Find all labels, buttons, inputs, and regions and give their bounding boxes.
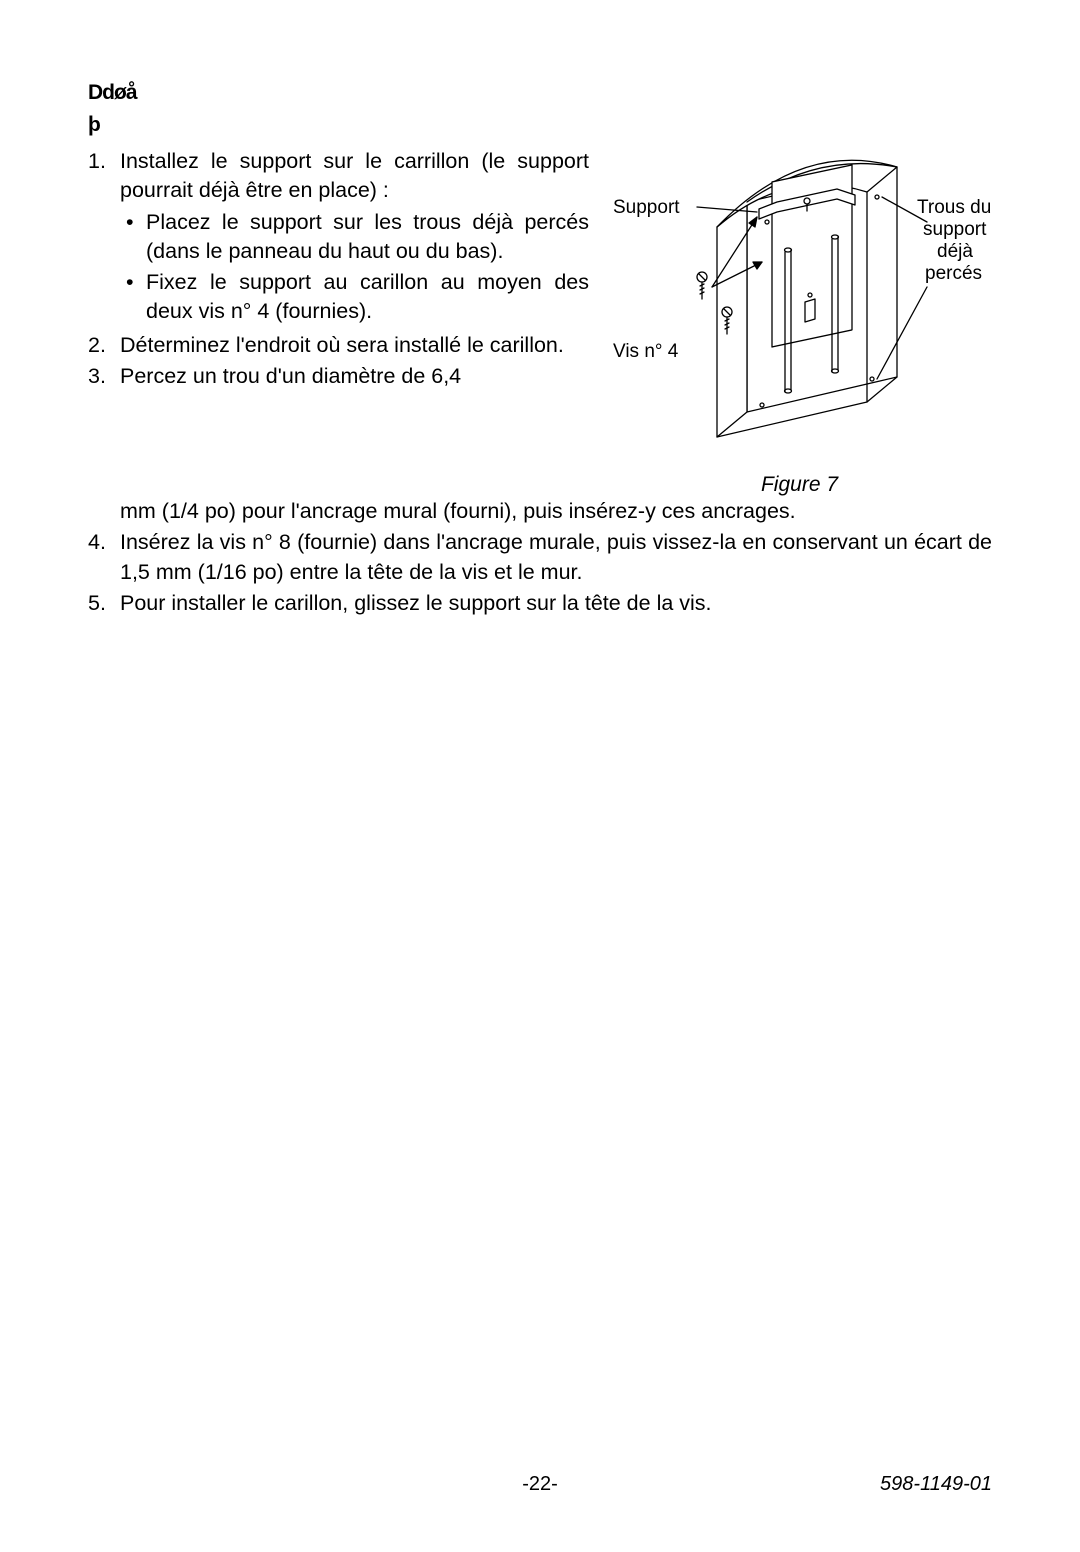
list-item: 1. Installez le support sur le carrillon… bbox=[88, 147, 589, 328]
list-item: 5. Pour installer le carillon, glissez l… bbox=[88, 589, 992, 618]
instruction-list-upper: 1. Installez le support sur le carrillon… bbox=[88, 147, 589, 391]
list-text: Déterminez l'endroit où sera instal­lé l… bbox=[120, 331, 589, 360]
page: Ddøå þ 1. Installez le support sur le ca… bbox=[0, 0, 1080, 1552]
list-number: 2. bbox=[88, 331, 120, 360]
figure-label-screw: Vis n° 4 bbox=[613, 341, 679, 362]
sub-item: • Fixez le support au carillon au moyen … bbox=[120, 268, 589, 326]
list-number: 5. bbox=[88, 589, 120, 618]
list-text: mm (1/4 po) pour l'ancrage mural (fourni… bbox=[120, 497, 992, 526]
page-number: -22- bbox=[522, 1473, 558, 1496]
content-row: 1. Installez le support sur le carrillon… bbox=[88, 147, 992, 497]
list-item: 2. Déterminez l'endroit où sera instal­l… bbox=[88, 331, 589, 360]
section-subtitle: þ bbox=[88, 113, 992, 137]
list-text: Installez le support sur le carrillon (l… bbox=[120, 147, 589, 328]
section-title: Ddøå bbox=[88, 80, 992, 105]
sub-text: Placez le support sur les trous déjà per… bbox=[146, 208, 589, 266]
figure-label-holes-3: déjà bbox=[937, 241, 973, 262]
sub-item: • Placez le support sur les trous déjà p… bbox=[120, 208, 589, 266]
text-column: 1. Installez le support sur le carrillon… bbox=[88, 147, 589, 393]
figure-label-holes-1: Trous du bbox=[917, 197, 991, 218]
list-item: mm (1/4 po) pour l'ancrage mural (fourni… bbox=[88, 497, 992, 526]
list-item: 4. Insérez la vis n° 8 (fournie) dans l'… bbox=[88, 528, 992, 586]
figure-caption: Figure 7 bbox=[607, 473, 992, 497]
list-number: 4. bbox=[88, 528, 120, 586]
page-footer: -22- 598-1149-01 bbox=[88, 1473, 992, 1496]
doc-number: 598-1149-01 bbox=[880, 1473, 992, 1496]
list-text: Percez un trou d'un diamètre de 6,4 bbox=[120, 362, 589, 391]
list-number: 1. bbox=[88, 147, 120, 328]
instruction-list-lower: mm (1/4 po) pour l'ancrage mural (fourni… bbox=[88, 497, 992, 618]
list-text: Insérez la vis n° 8 (fournie) dans l'anc… bbox=[120, 528, 992, 586]
sub-text: Fixez le support au carillon au moyen de… bbox=[146, 268, 589, 326]
figure-label-holes-2: support bbox=[923, 219, 987, 240]
bullet-icon: • bbox=[120, 208, 146, 266]
figure-label-holes-4: percés bbox=[925, 263, 982, 284]
figure-block: Support Vis n° 4 Trous du support déjà p… bbox=[607, 147, 992, 497]
list-number: 3. bbox=[88, 362, 120, 391]
list-number bbox=[88, 497, 120, 526]
list-item: 3. Percez un trou d'un diamètre de 6,4 bbox=[88, 362, 589, 391]
list-text: Pour installer le carillon, glissez le s… bbox=[120, 589, 992, 618]
figure-label-support: Support bbox=[613, 197, 680, 218]
chime-diagram: Support Vis n° 4 Trous du support déjà p… bbox=[607, 157, 992, 467]
bullet-icon: • bbox=[120, 268, 146, 326]
sub-list: • Placez le support sur les trous déjà p… bbox=[120, 208, 589, 327]
